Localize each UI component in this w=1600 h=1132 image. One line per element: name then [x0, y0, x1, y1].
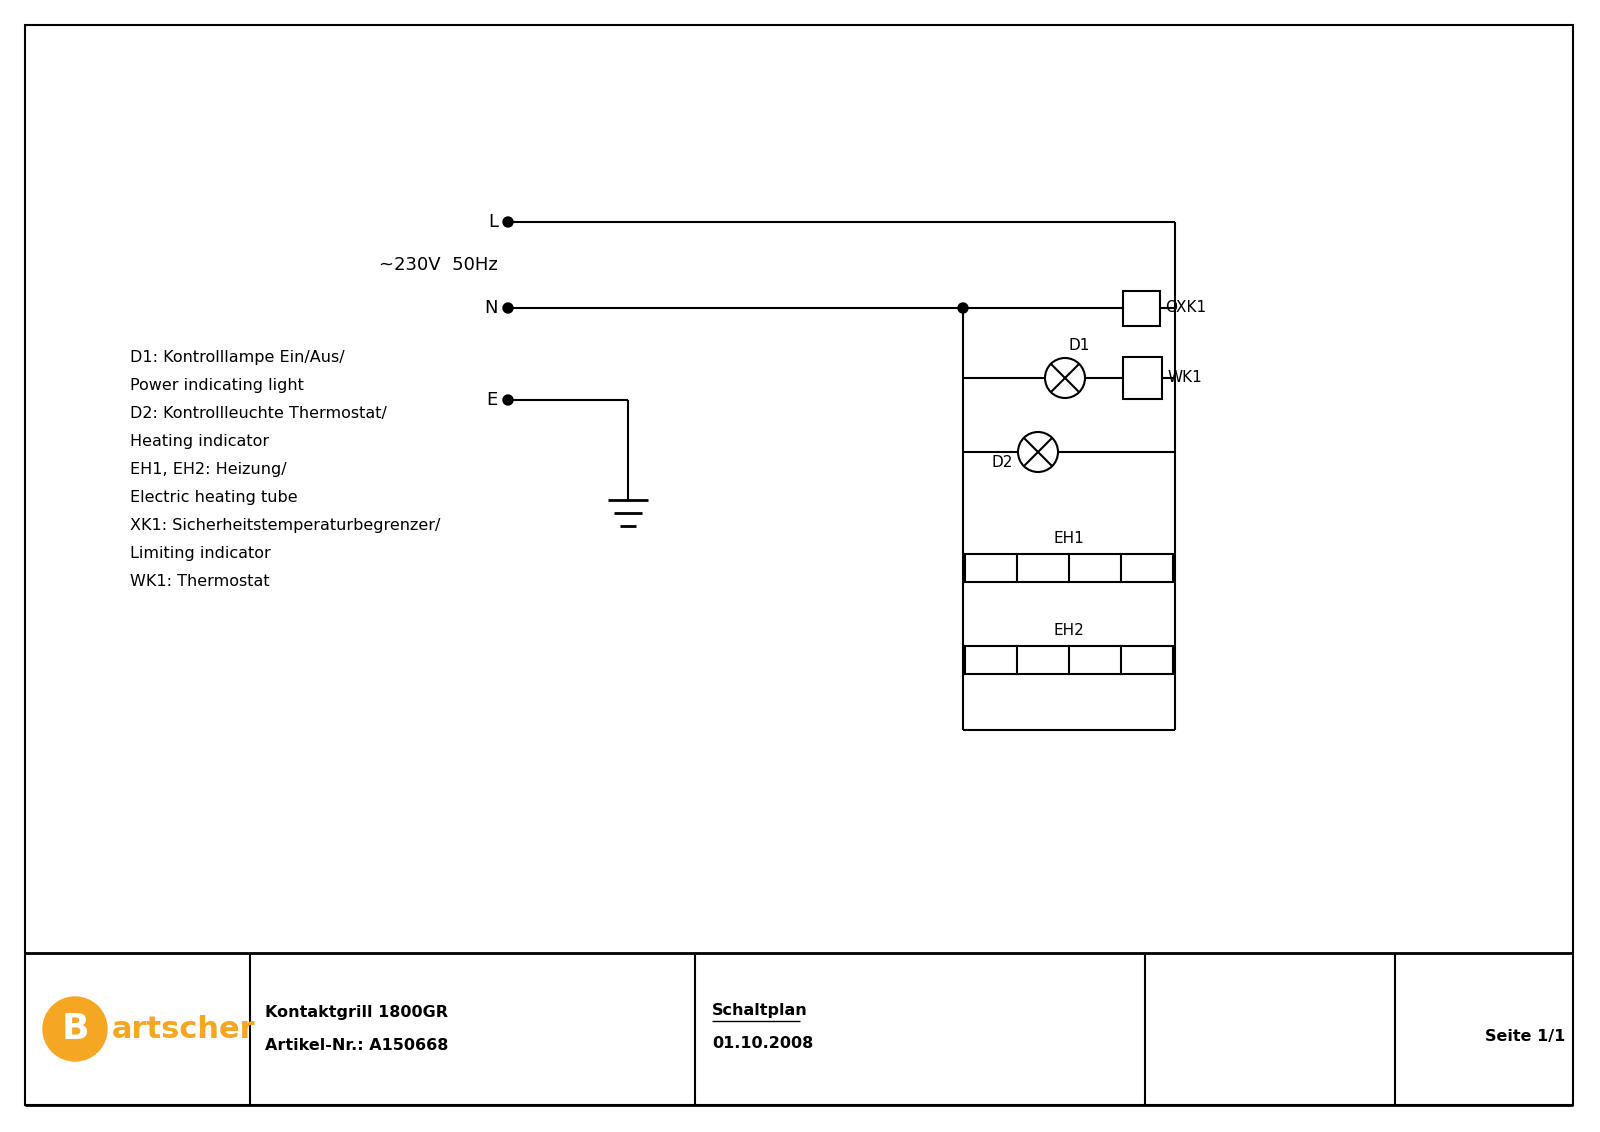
Bar: [965, 646, 1173, 674]
Text: Electric heating tube: Electric heating tube: [130, 490, 298, 505]
Text: N: N: [485, 299, 498, 317]
Bar: [1123, 291, 1160, 326]
Text: 01.10.2008: 01.10.2008: [712, 1036, 813, 1050]
Text: E: E: [486, 391, 498, 409]
Text: EH1, EH2: Heizung/: EH1, EH2: Heizung/: [130, 462, 286, 477]
Circle shape: [502, 217, 514, 228]
Circle shape: [502, 395, 514, 405]
Text: Limiting indicator: Limiting indicator: [130, 546, 270, 561]
Text: Kontaktgrill 1800GR: Kontaktgrill 1800GR: [266, 1005, 448, 1021]
Bar: [1123, 357, 1162, 398]
Text: D2: D2: [992, 455, 1013, 470]
Text: D2: Kontrollleuchte Thermostat/: D2: Kontrollleuchte Thermostat/: [130, 406, 387, 421]
Text: Seite 1/1: Seite 1/1: [1485, 1029, 1565, 1045]
Text: B: B: [61, 1012, 88, 1046]
Text: EH2: EH2: [1054, 623, 1085, 638]
Text: D1: D1: [1069, 338, 1090, 353]
Text: Schaltplan: Schaltplan: [712, 1003, 808, 1019]
Text: L: L: [488, 213, 498, 231]
Text: D1: Kontrolllampe Ein/Aus/: D1: Kontrolllampe Ein/Aus/: [130, 350, 344, 365]
Text: ~230V  50Hz: ~230V 50Hz: [379, 256, 498, 274]
Text: Artikel-Nr.: A150668: Artikel-Nr.: A150668: [266, 1038, 448, 1053]
Circle shape: [958, 303, 968, 314]
Text: WK1: Thermostat: WK1: Thermostat: [130, 574, 270, 589]
Circle shape: [502, 303, 514, 314]
Text: EH1: EH1: [1054, 531, 1085, 546]
Text: XK1: Sicherheitstemperaturbegrenzer/: XK1: Sicherheitstemperaturbegrenzer/: [130, 518, 440, 533]
Bar: [965, 554, 1173, 582]
Text: OXK1: OXK1: [1165, 300, 1206, 316]
Text: artscher: artscher: [112, 1014, 256, 1044]
Circle shape: [43, 997, 107, 1061]
Text: Heating indicator: Heating indicator: [130, 434, 269, 449]
Text: WK1: WK1: [1166, 370, 1202, 386]
Text: Power indicating light: Power indicating light: [130, 378, 304, 393]
